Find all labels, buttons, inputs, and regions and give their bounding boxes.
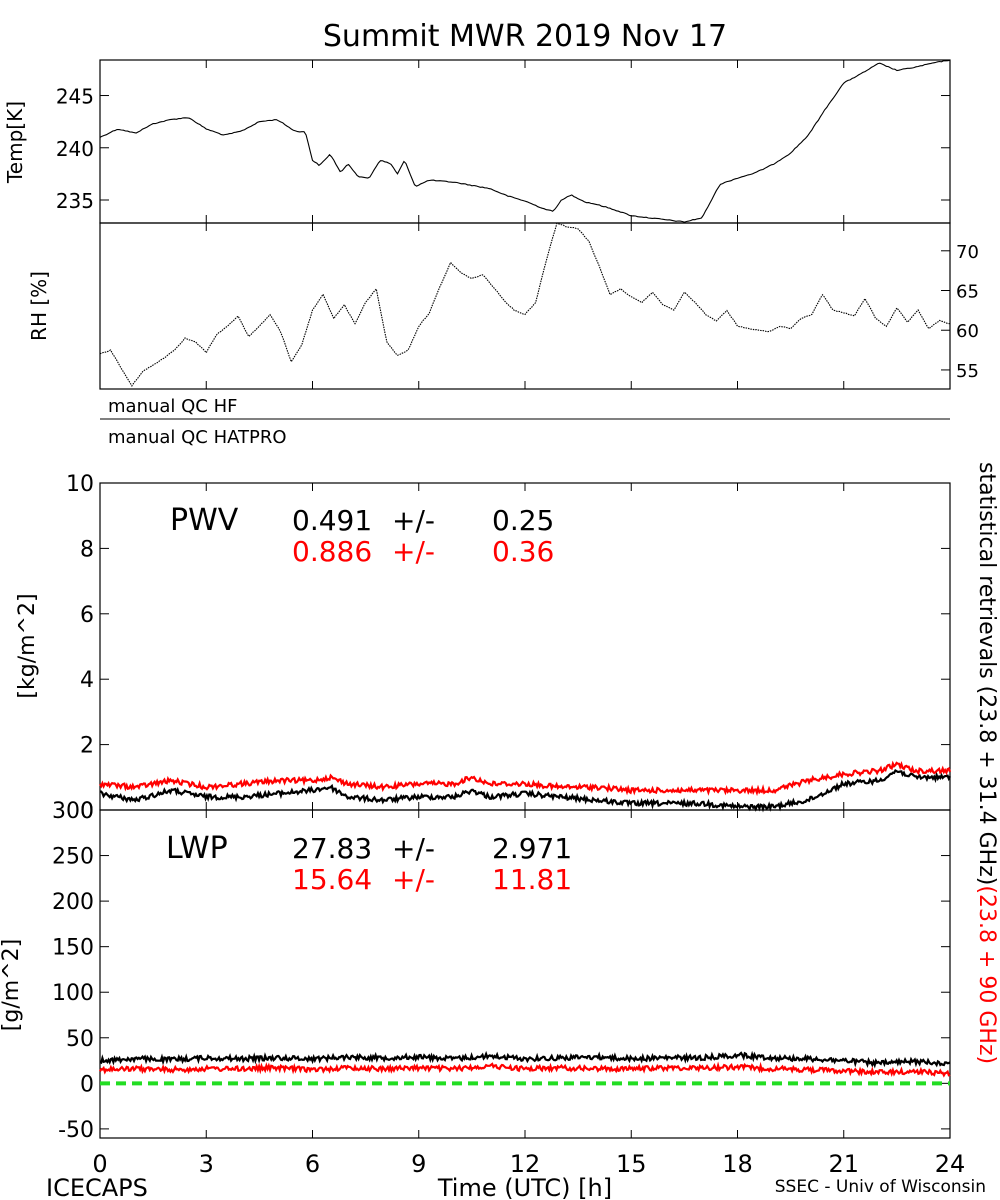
y-tick-label: 240: [56, 137, 94, 161]
series-line-black: [99, 222, 951, 387]
lwp-pm-red: +/-: [392, 863, 435, 896]
pwv-mean-black: 0.491: [292, 504, 372, 537]
y-tick-label: 65: [956, 282, 979, 303]
x-tick-label: 0: [92, 1150, 107, 1178]
series-line-black: [99, 1050, 951, 1069]
figure-title: Summit MWR 2019 Nov 17: [323, 19, 727, 54]
retrieval-annotation-part2: (23.8 + 90 GHz): [974, 885, 999, 1064]
y-tick-label: 150: [52, 936, 94, 961]
y-tick-label: 300: [52, 799, 94, 824]
pwv-ylabel: [kg/m^2]: [15, 593, 40, 698]
pwv-mean-red: 0.886: [292, 535, 372, 568]
lwp-stats-red: 15.64 +/- 11.81: [292, 863, 572, 896]
x-tick-label: 24: [935, 1150, 966, 1178]
temperature-ticks: 235 240 245: [56, 60, 951, 223]
pwv-sd-black: 0.25: [492, 504, 554, 537]
lwp-sd-black: 2.971: [492, 832, 572, 865]
y-tick-label: 100: [52, 981, 94, 1006]
y-tick-label: 10: [66, 472, 94, 497]
x-tick-label: 18: [722, 1150, 753, 1178]
y-tick-label: 55: [956, 361, 979, 382]
pwv-pm-red: +/-: [392, 535, 435, 568]
series-line-black: [100, 768, 951, 813]
lwp-stats-black: 27.83 +/- 2.971: [292, 832, 572, 865]
lwp-mean-red: 15.64: [292, 863, 372, 896]
rh-ticks: 55 60 65 70: [99, 223, 979, 389]
x-tick-label: 3: [199, 1150, 214, 1178]
temperature-ylabel: Temp[K]: [3, 101, 27, 184]
footer-left: ICECAPS: [46, 1174, 148, 1200]
time-axis-label: Time (UTC) [h]: [437, 1174, 612, 1200]
lwp-pm-black: +/-: [392, 832, 435, 865]
temperature-series: [99, 59, 951, 223]
rh-series: [99, 222, 951, 387]
y-tick-label: 2: [80, 734, 94, 759]
series-line-red: [99, 760, 952, 797]
x-tick-label: 15: [616, 1150, 647, 1178]
pwv-panel: 0 2 4 6 8 10 [kg/m^2] PWV 0.491 +/- 0.25 0.88…: [15, 472, 952, 824]
y-tick-label: 50: [66, 1027, 94, 1052]
y-tick-label: 200: [52, 890, 94, 915]
series-line-black: [99, 59, 951, 223]
y-tick-label: 8: [80, 537, 94, 562]
qc-hatpro-label: manual QC HATPRO: [108, 427, 287, 448]
lwp-mean-black: 27.83: [292, 832, 372, 865]
rh-panel: 55 60 65 70 RH [%]: [27, 222, 979, 390]
temperature-frame: [99, 59, 951, 224]
retrieval-annotation-part1: statistical retrievals (23.8 + 31.4 GHz): [974, 462, 999, 885]
pwv-stats-black: 0.491 +/- 0.25: [292, 504, 554, 537]
pwv-stats-red: 0.886 +/- 0.36: [292, 535, 554, 568]
y-tick-label: 60: [956, 321, 979, 342]
x-tick-label: 12: [510, 1150, 541, 1178]
y-tick-label: -50: [58, 1118, 94, 1143]
series-line-red: [99, 1061, 951, 1078]
y-tick-label: 250: [52, 845, 94, 870]
temperature-panel: 235 240 245 Temp[K]: [3, 59, 951, 224]
pwv-ticks: 0 2 4 6 8 10: [66, 472, 951, 824]
rh-frame: [99, 222, 951, 390]
y-tick-label: 235: [56, 189, 94, 213]
y-tick-label: 4: [80, 668, 94, 693]
lwp-ticks: -50 0 50 100 150 200 250 300: [52, 799, 951, 1143]
x-tick-label: 21: [828, 1150, 859, 1178]
qc-strips: manual QC HF manual QC HATPRO: [100, 396, 950, 448]
y-tick-label: 70: [956, 242, 979, 263]
y-tick-label: 6: [80, 603, 94, 628]
x-tick-label: 9: [411, 1150, 426, 1178]
y-tick-label: 0: [80, 799, 94, 824]
y-tick-label: 245: [56, 85, 94, 109]
retrieval-annotation: statistical retrievals (23.8 + 31.4 GHz)…: [974, 462, 999, 1064]
lwp-label: LWP: [166, 831, 228, 866]
x-tick-label: 6: [305, 1150, 320, 1178]
lwp-series: [99, 1050, 951, 1078]
svg-text:statistical retrievals (23.8 +: statistical retrievals (23.8 + 31.4 GHz)…: [974, 462, 999, 1064]
time-axis-ticks: 0 3 6 9 12 15 18 21 24: [92, 1150, 965, 1178]
pwv-series: [99, 760, 952, 813]
pwv-sd-red: 0.36: [492, 535, 554, 568]
qc-hf-label: manual QC HF: [108, 396, 237, 417]
pwv-pm-black: +/-: [392, 504, 435, 537]
rh-ylabel: RH [%]: [27, 271, 51, 341]
footer-right: SSEC - Univ of Wisconsin: [775, 1177, 986, 1197]
lwp-ylabel: [g/m^2]: [0, 939, 24, 1031]
pwv-label: PWV: [170, 503, 239, 538]
y-tick-label: 0: [80, 1072, 94, 1097]
lwp-sd-red: 11.81: [492, 863, 572, 896]
